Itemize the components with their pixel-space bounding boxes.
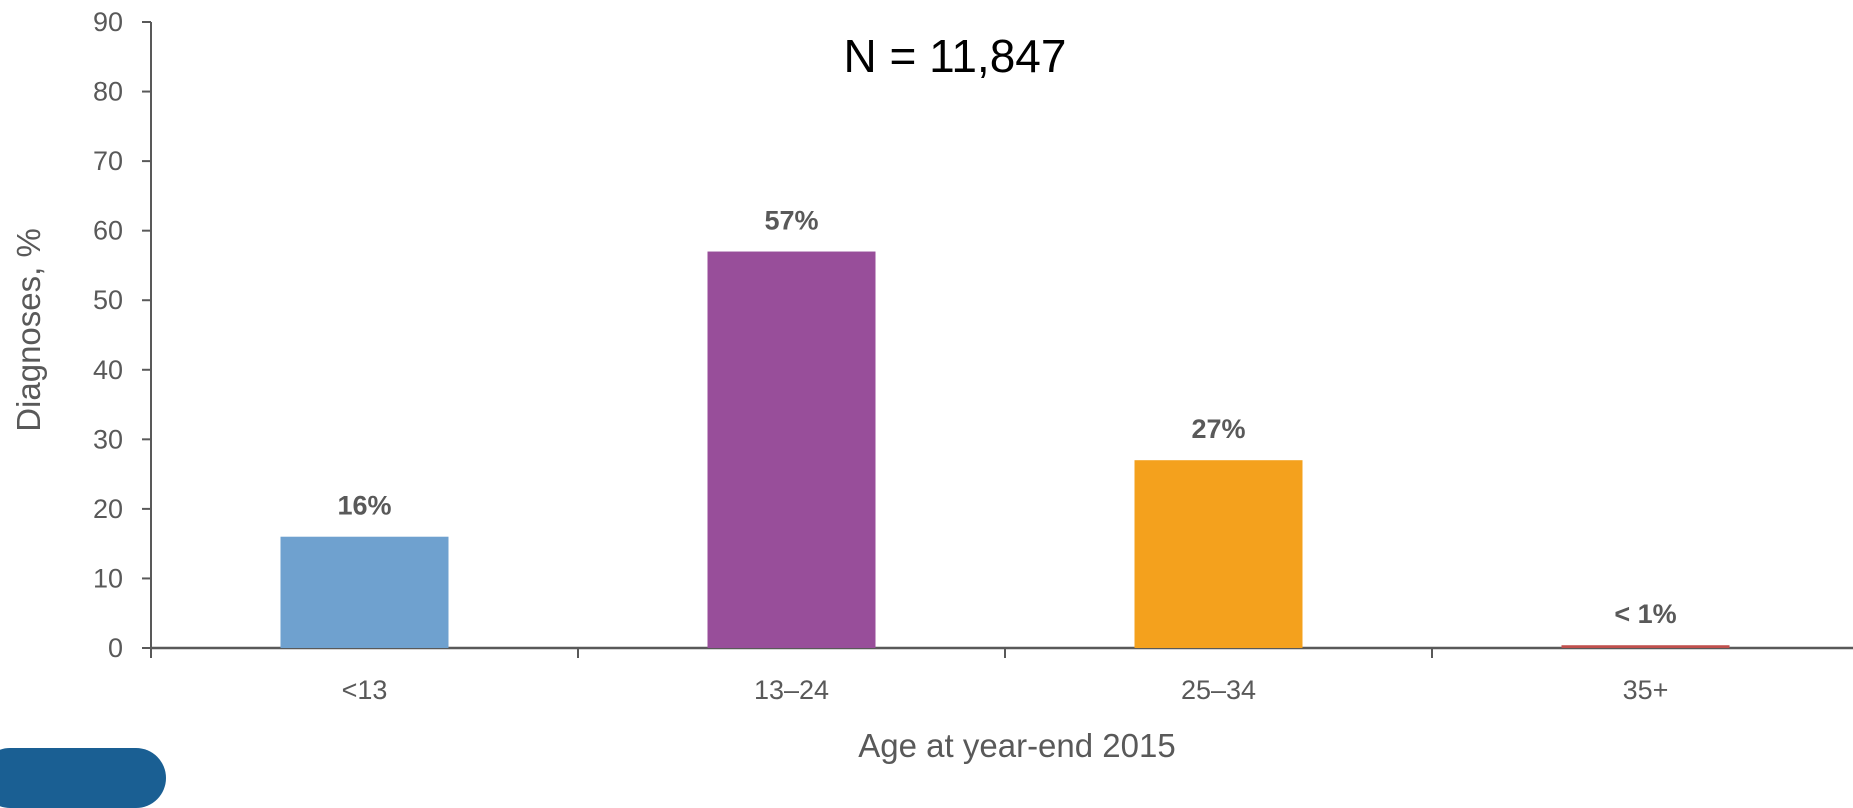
x-tick-label: 25–34: [1181, 675, 1256, 705]
y-axis-ticks: 0 10 20 30 40 50 60 70 80 90: [93, 7, 151, 663]
bar-3: [1561, 645, 1730, 648]
data-labels: 16% 57% 27% < 1%: [337, 206, 1676, 630]
y-tick-label: 40: [93, 355, 123, 385]
y-tick-label: 0: [108, 633, 123, 663]
y-tick-label: 20: [93, 494, 123, 524]
chart-title: N = 11,847: [844, 30, 1067, 82]
data-label: 16%: [337, 491, 391, 521]
logo-badge: [0, 748, 166, 808]
x-tick-label: 13–24: [754, 675, 829, 705]
data-label: 57%: [764, 206, 818, 236]
data-label: < 1%: [1614, 599, 1676, 629]
bar-chart: N = 11,847 Diagnoses, % Age at year-end …: [10, 7, 1853, 764]
y-axis-title: Diagnoses, %: [10, 228, 47, 432]
x-tick-label: <13: [342, 675, 388, 705]
bar-1: [707, 251, 876, 649]
y-tick-label: 60: [93, 216, 123, 246]
y-tick-label: 80: [93, 77, 123, 107]
y-tick-label: 10: [93, 563, 123, 593]
bar-0: [280, 536, 449, 648]
bar-2: [1134, 460, 1303, 648]
x-axis-ticks: <13 13–24 25–34 35+: [150, 648, 1669, 705]
y-tick-label: 30: [93, 424, 123, 454]
y-tick-label: 90: [93, 7, 123, 37]
x-axis-title: Age at year-end 2015: [858, 727, 1175, 764]
y-tick-label: 50: [93, 285, 123, 315]
data-label: 27%: [1191, 414, 1245, 444]
x-tick-label: 35+: [1623, 675, 1669, 705]
y-tick-label: 70: [93, 146, 123, 176]
bars: [280, 251, 1730, 649]
